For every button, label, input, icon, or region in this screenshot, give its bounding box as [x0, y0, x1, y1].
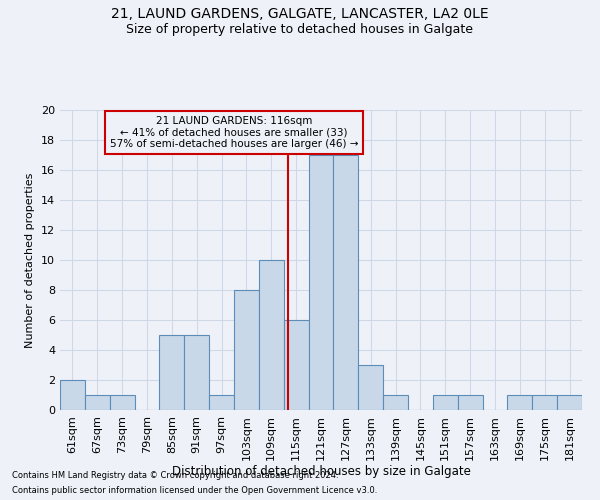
Bar	[85, 395, 110, 410]
Bar	[308, 155, 334, 410]
Bar	[284, 320, 308, 410]
Bar	[234, 290, 259, 410]
Text: Size of property relative to detached houses in Galgate: Size of property relative to detached ho…	[127, 22, 473, 36]
Text: Contains HM Land Registry data © Crown copyright and database right 2024.: Contains HM Land Registry data © Crown c…	[12, 471, 338, 480]
Y-axis label: Number of detached properties: Number of detached properties	[25, 172, 35, 348]
Bar	[358, 365, 383, 410]
Bar	[383, 395, 408, 410]
Text: Contains public sector information licensed under the Open Government Licence v3: Contains public sector information licen…	[12, 486, 377, 495]
Text: 21, LAUND GARDENS, GALGATE, LANCASTER, LA2 0LE: 21, LAUND GARDENS, GALGATE, LANCASTER, L…	[111, 8, 489, 22]
Bar	[458, 395, 482, 410]
Bar	[110, 395, 134, 410]
Text: 21 LAUND GARDENS: 116sqm
← 41% of detached houses are smaller (33)
57% of semi-d: 21 LAUND GARDENS: 116sqm ← 41% of detach…	[110, 116, 358, 149]
Bar	[60, 380, 85, 410]
Bar	[557, 395, 582, 410]
Bar	[508, 395, 532, 410]
Bar	[259, 260, 284, 410]
Bar	[184, 335, 209, 410]
Bar	[334, 155, 358, 410]
Bar	[532, 395, 557, 410]
Bar	[433, 395, 458, 410]
X-axis label: Distribution of detached houses by size in Galgate: Distribution of detached houses by size …	[172, 466, 470, 478]
Bar	[160, 335, 184, 410]
Bar	[209, 395, 234, 410]
